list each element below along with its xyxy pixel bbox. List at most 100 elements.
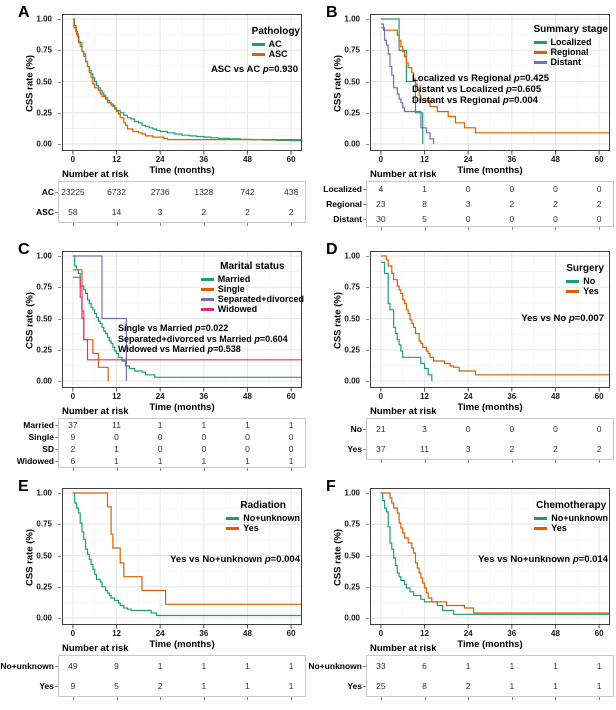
y-tick-mark [58,112,61,114]
x-tick-label: 36 [199,155,209,164]
legend-dash-icon [533,51,547,54]
plot-border [370,488,610,625]
risk-cell: 1 [245,420,250,430]
panel-D: D CSS rate (%) 1.00 0.75 0.50 0.25 0.00 0 12 24 36… [308,237,616,474]
risk-cell: 0 [553,424,558,434]
legend: Marital status Married Single Separated+div… [200,261,304,314]
risk-axis-tick [160,697,162,700]
legend-item: Yes [534,524,567,533]
legend-item-label: Single [217,284,245,294]
legend: Surgery No Yes [566,263,604,296]
legend-dash-icon [200,278,214,281]
risk-axis-tick [468,227,470,230]
risk-cell: 2 [596,444,602,454]
risk-cell: 2 [70,444,76,454]
risk-cell: 0 [245,432,250,442]
plot-border [370,14,610,151]
legend-item: Regional [533,48,589,57]
x-axis-label: Time (months) [457,639,523,650]
series-line-yes [380,255,610,376]
risk-cell: 0 [596,424,602,434]
risk-axis-tick [116,468,118,471]
legend-item-label: Married [217,274,251,284]
y-tick-mark [366,493,369,494]
risk-row-label: Yes [347,681,362,691]
risk-cell: 0 [288,444,294,454]
x-tick-label: 48 [243,155,252,164]
risk-row-tick [363,686,366,687]
risk-axis-tick [247,697,249,700]
panel-letter: E [18,478,29,495]
y-tick-mark [58,19,61,20]
risk-axis-tick [468,460,470,463]
risk-row-label: AC [41,187,54,197]
risk-row-label: No+unknown [0,661,54,671]
risk-row-label: ASC [36,207,54,217]
y-tick-mark [366,81,369,83]
risk-table-box [58,655,306,697]
x-tick-label: 24 [155,392,165,401]
risk-axis-tick [599,697,601,700]
risk-cell: 0 [509,213,515,224]
risk-table-box [366,655,614,697]
x-tick-label: 36 [507,155,517,164]
risk-row-tick [363,218,366,220]
panel-letter: A [18,4,30,21]
legend-dash-icon [566,290,580,293]
x-tick-label: 36 [199,629,209,638]
risk-cell: 5 [114,681,119,691]
y-tick-label: 0.75 [36,282,52,292]
y-tick-label: 0.50 [36,551,52,560]
x-tick-label: 0 [378,392,384,401]
legend-item: Widowed [200,305,257,314]
legend-item-label: AC [268,39,282,49]
risk-cell: 2 [201,207,207,217]
legend-item-label: Yes [583,286,599,296]
x-tick-label: 60 [286,155,296,164]
panel-letter: D [326,241,338,258]
survival-plot [370,14,610,155]
risk-axis-tick [203,468,205,471]
pvalue-text: Yes vs No p=0.007 [521,313,604,324]
legend-item: ASC [251,50,288,59]
risk-axis-tick [72,468,74,471]
x-tick-label: 24 [463,629,473,638]
risk-cell: 3 [465,199,471,209]
legend-dash-icon [226,527,240,530]
risk-cell: 2 [509,199,515,209]
y-tick-mark [58,586,61,588]
series-line-localized [380,18,424,144]
y-tick-label: 1.00 [36,14,52,24]
risk-cell: 2 [245,207,250,217]
legend: Radiation No+unknown Yes [226,500,300,533]
y-tick-mark [58,256,61,257]
survival-plot [62,14,303,155]
legend-title: Surgery [566,263,604,274]
series-line-regional [380,23,610,134]
risk-cell: 11 [420,444,429,454]
risk-cell: 9 [70,432,76,442]
legend-item: AC [251,39,282,49]
risk-cell: 742 [240,187,255,197]
legend-item-label: Separated+divorced [217,294,304,304]
risk-row-tick [55,212,58,213]
legend-item: No [566,277,595,286]
risk-cell: 3 [157,207,163,217]
risk-row-tick [55,192,58,193]
legend-title: Pathology [251,26,300,37]
risk-cell: 2 [157,681,163,691]
risk-cell: 8 [422,681,427,691]
risk-row-tick [363,204,366,205]
survival-plot [370,251,610,392]
y-tick-mark [58,349,61,351]
legend-item: Distant [533,58,581,67]
risk-cell: 2736 [150,187,170,197]
x-tick-label: 60 [286,629,296,638]
risk-cell: 1 [245,681,250,691]
risk-cell: 0 [465,424,471,434]
risk-cell: 0 [201,432,207,442]
risk-cell: 1 [288,681,294,691]
risk-cell: 11 [112,420,121,430]
risk-cell: 6 [70,456,76,466]
risk-cell: 6732 [107,187,126,197]
